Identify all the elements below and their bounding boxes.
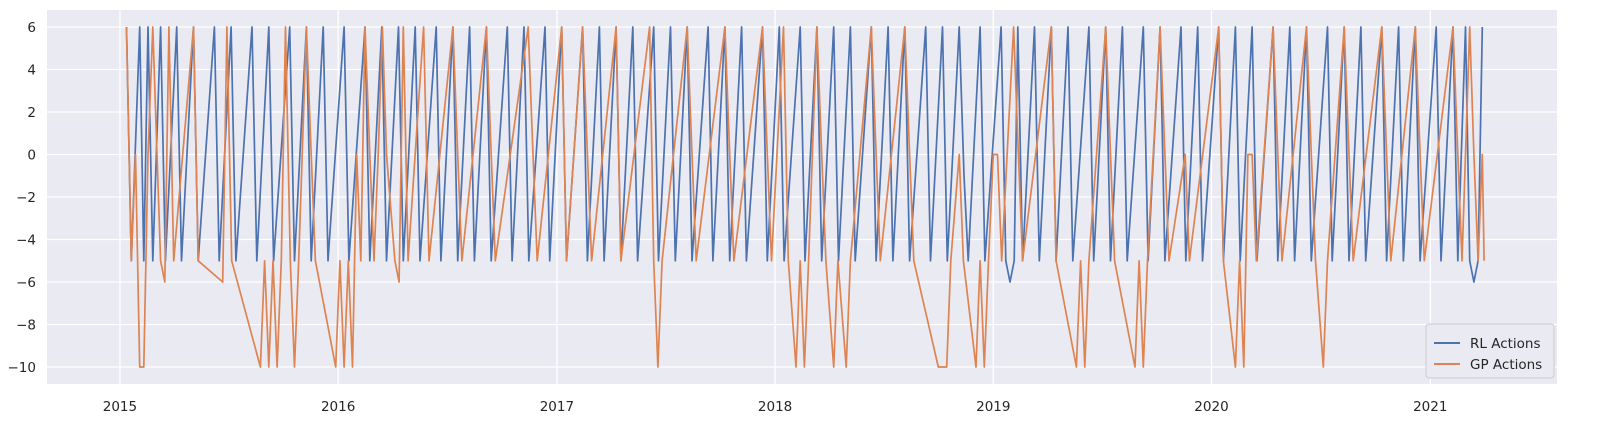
y-tick-label: −6 (16, 275, 36, 291)
series-layer (125, 26, 1485, 368)
y-tick-label: 0 (27, 148, 36, 164)
x-tick-label: 2016 (321, 399, 355, 415)
x-tick-label: 2015 (103, 399, 137, 415)
y-tick-label: −10 (8, 360, 37, 376)
x-tick-label: 2020 (1194, 399, 1228, 415)
x-tick-label: 2021 (1413, 399, 1447, 415)
legend: RL Actions GP Actions (1425, 323, 1555, 379)
legend-label-gp: GP Actions (1470, 357, 1542, 373)
series-line-gp-actions (125, 26, 1485, 368)
y-tick-label: 4 (27, 63, 36, 79)
x-tick-label: 2017 (540, 399, 574, 415)
tick-labels: 6 4 2 0 −2 −4 −6 −8 −10 2015 2016 2017 2018 2019 2020 2… (8, 20, 1448, 415)
y-tick-label: −2 (16, 190, 36, 206)
legend-label-rl: RL Actions (1470, 336, 1541, 352)
x-tick-label: 2018 (758, 399, 792, 415)
y-tick-label: −4 (16, 233, 36, 249)
y-tick-label: 2 (27, 105, 36, 121)
y-tick-label: 6 (27, 20, 36, 36)
y-tick-label: −8 (16, 318, 36, 334)
x-tick-label: 2019 (976, 399, 1010, 415)
